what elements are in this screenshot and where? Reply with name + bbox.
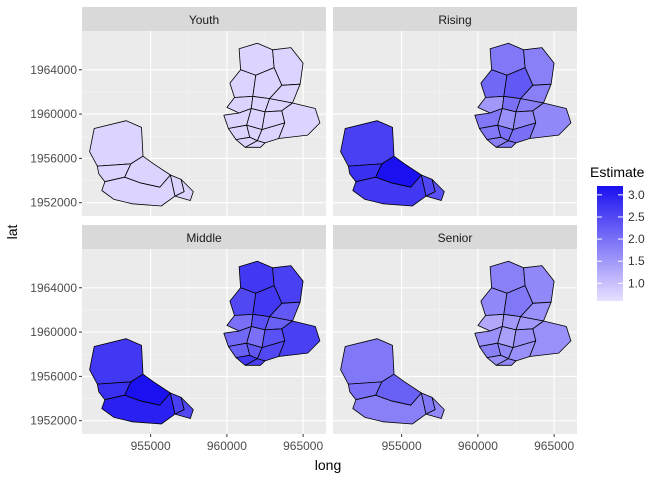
facet-strip-label: Rising	[438, 13, 471, 27]
district-polygon	[278, 320, 321, 357]
legend-title: Estimate	[590, 164, 645, 180]
x-tick-label: 960000	[458, 439, 498, 453]
legend: Estimate 1.0 1.5 2.0 2.5 3.0	[590, 164, 645, 301]
y-tick-label: 1960000	[30, 107, 77, 121]
legend-tick-label: 2.5	[628, 210, 645, 224]
district-polygon	[340, 120, 395, 167]
facet-strip-label: Middle	[186, 231, 222, 245]
x-tick-label: 955000	[131, 439, 171, 453]
district-polygon	[425, 178, 445, 201]
facet-panel-middle: Middle	[82, 225, 326, 434]
district-polygon	[278, 102, 321, 139]
axes: 1952000 1956000 1960000 1964000 1952000 19560…	[30, 63, 574, 453]
legend-tick-label: 1.0	[628, 276, 645, 290]
x-tick-label: 960000	[207, 439, 247, 453]
y-tick-label: 1956000	[30, 151, 77, 165]
facet-strip	[333, 7, 577, 31]
district-polygon	[495, 140, 517, 148]
legend-colorbar	[597, 186, 623, 301]
facet-strip	[82, 7, 326, 31]
district-polygon	[244, 140, 266, 148]
district-polygon	[244, 358, 266, 366]
district-polygon	[425, 396, 445, 419]
district-polygon	[340, 338, 395, 385]
district-polygon	[174, 178, 194, 201]
y-tick-label: 1964000	[30, 281, 77, 295]
y-tick-label: 1956000	[30, 369, 77, 383]
y-tick-label: 1952000	[30, 196, 77, 210]
facet-strip-label: Youth	[189, 13, 219, 27]
y-axis-title: lat	[4, 225, 20, 240]
facet-panel-senior: Senior	[333, 225, 577, 434]
x-axis-title: long	[315, 457, 341, 473]
x-tick-label: 955000	[382, 439, 422, 453]
facet-panel-rising: Rising	[333, 7, 577, 216]
district-polygon	[256, 122, 286, 144]
district-polygon	[507, 122, 537, 144]
facet-strip-label: Senior	[438, 231, 473, 245]
x-tick-label: 965000	[283, 439, 323, 453]
y-tick-label: 1952000	[30, 414, 77, 428]
y-tick-label: 1964000	[30, 63, 77, 77]
legend-tick-label: 2.0	[628, 232, 645, 246]
y-tick-label: 1960000	[30, 325, 77, 339]
legend-tick-label: 3.0	[628, 188, 645, 202]
facet-strip	[82, 225, 326, 249]
facet-strip	[333, 225, 577, 249]
legend-tick-label: 1.5	[628, 254, 645, 268]
district-polygon	[174, 396, 194, 419]
district-polygon	[495, 358, 517, 366]
district-polygon	[529, 320, 572, 357]
district-polygon	[256, 340, 286, 362]
facet-panels: Youth Rising Middle Senior	[82, 7, 577, 434]
facet-panel-youth: Youth	[82, 7, 326, 216]
district-polygon	[89, 120, 144, 167]
district-polygon	[529, 102, 572, 139]
district-polygon	[89, 338, 144, 385]
district-polygon	[507, 340, 537, 362]
x-tick-label: 965000	[534, 439, 574, 453]
